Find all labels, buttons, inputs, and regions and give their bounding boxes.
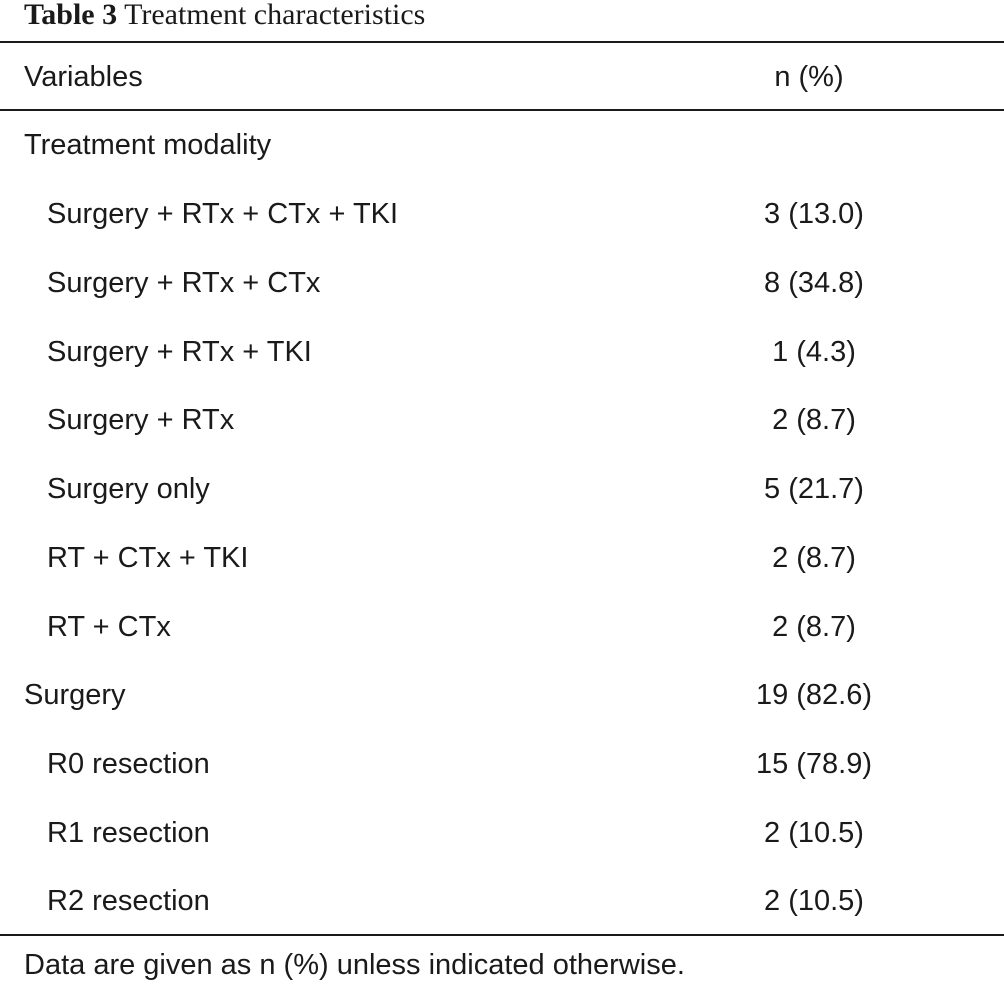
table-row: R2 resection 2 (10.5) bbox=[0, 867, 1004, 935]
row-value: 2 (10.5) bbox=[764, 885, 864, 917]
table-row: RT + CTx 2 (8.7) bbox=[0, 593, 1004, 661]
bottom-rule bbox=[0, 934, 1004, 936]
table-row: RT + CTx + TKI 2 (8.7) bbox=[0, 524, 1004, 592]
table-row: Surgery + RTx + CTx 8 (34.8) bbox=[0, 249, 1004, 317]
column-header-variables: Variables bbox=[24, 61, 143, 93]
row-label: Surgery bbox=[24, 679, 126, 711]
row-label: Treatment modality bbox=[24, 129, 272, 161]
row-value: 15 (78.9) bbox=[755, 748, 873, 780]
row-value: 1 (4.3) bbox=[772, 336, 856, 368]
header-rule bbox=[0, 109, 1004, 111]
row-label: R0 resection bbox=[47, 748, 210, 780]
table-row: Surgery only 5 (21.7) bbox=[0, 455, 1004, 523]
table-footnote: Data are given as n (%) unless indicated… bbox=[0, 934, 1004, 985]
row-value: 2 (8.7) bbox=[772, 404, 856, 436]
table-row: Surgery 19 (82.6) bbox=[0, 661, 1004, 729]
footnote-text: Data are given as n (%) unless indicated… bbox=[24, 949, 685, 981]
table-row: Treatment modality bbox=[0, 111, 1004, 179]
row-value: 5 (21.7) bbox=[764, 473, 864, 505]
row-value: 8 (34.8) bbox=[764, 267, 864, 299]
row-value: 19 (82.6) bbox=[755, 679, 873, 711]
row-value: 2 (10.5) bbox=[764, 817, 864, 849]
table-caption: Table 3 Treatment characteristics bbox=[24, 0, 425, 34]
table-number: Table 3 bbox=[24, 0, 118, 31]
row-label: RT + CTx + TKI bbox=[47, 542, 249, 574]
row-label: R1 resection bbox=[47, 817, 210, 849]
table-header-row: Variables n (%) bbox=[0, 43, 1004, 111]
table-title: Treatment characteristics bbox=[124, 0, 426, 31]
row-label: Surgery + RTx + TKI bbox=[47, 336, 312, 368]
row-label: RT + CTx bbox=[47, 611, 171, 643]
table-row: Surgery + RTx 2 (8.7) bbox=[0, 386, 1004, 454]
row-value: 2 (8.7) bbox=[772, 542, 856, 574]
row-value: 2 (8.7) bbox=[772, 611, 856, 643]
table-row: R0 resection 15 (78.9) bbox=[0, 730, 1004, 798]
row-label: R2 resection bbox=[47, 885, 210, 917]
row-label: Surgery + RTx + CTx bbox=[47, 267, 321, 299]
top-rule bbox=[0, 41, 1004, 43]
column-header-value: n (%) bbox=[774, 61, 844, 93]
table-row: Surgery + RTx + CTx + TKI 3 (13.0) bbox=[0, 180, 1004, 248]
table-row: Surgery + RTx + TKI 1 (4.3) bbox=[0, 318, 1004, 386]
row-label: Surgery + RTx bbox=[47, 404, 235, 436]
table-row: R1 resection 2 (10.5) bbox=[0, 799, 1004, 867]
row-value: 3 (13.0) bbox=[764, 198, 864, 230]
row-label: Surgery only bbox=[47, 473, 210, 505]
row-label: Surgery + RTx + CTx + TKI bbox=[47, 198, 399, 230]
